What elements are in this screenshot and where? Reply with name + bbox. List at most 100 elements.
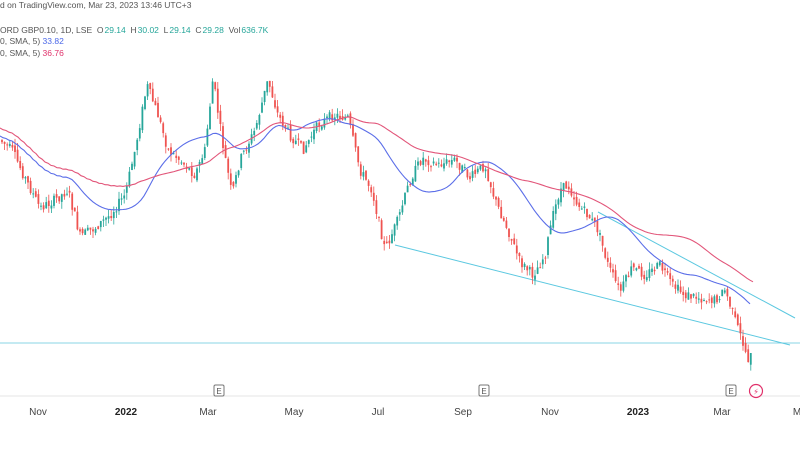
x-tick-label: May — [285, 407, 304, 418]
candle-body — [664, 268, 666, 271]
candle — [580, 205, 583, 210]
candle — [500, 200, 503, 219]
candle — [378, 216, 380, 222]
candle — [575, 191, 578, 207]
candle-body — [183, 162, 185, 165]
candle-body — [619, 284, 622, 291]
candle-body — [443, 163, 445, 169]
lower-trendline[interactable] — [394, 244, 791, 346]
candle — [235, 171, 237, 188]
candle-body — [505, 220, 508, 228]
candle — [393, 223, 396, 242]
candle-body — [463, 167, 466, 168]
candle-body — [739, 323, 742, 334]
candle — [151, 82, 154, 103]
candle — [690, 293, 692, 303]
candle — [99, 220, 102, 232]
candle — [388, 235, 391, 249]
candle — [692, 293, 695, 299]
candle-body — [635, 268, 638, 271]
dividend-badge[interactable] — [748, 383, 764, 399]
earnings-marker[interactable]: E — [478, 384, 490, 397]
candle-body — [214, 82, 217, 90]
candle — [684, 290, 687, 303]
candle-body — [180, 162, 183, 164]
candle-body — [417, 161, 419, 166]
candle-body — [703, 300, 705, 301]
candle-body — [206, 128, 209, 146]
candle — [487, 162, 490, 182]
candle — [544, 255, 547, 264]
candle — [471, 165, 474, 182]
candle-body — [596, 220, 599, 233]
candle — [144, 95, 146, 111]
candle — [227, 156, 230, 180]
candle-body — [190, 167, 193, 176]
candle — [716, 293, 718, 305]
candle-body — [388, 240, 391, 244]
earnings-badge[interactable] — [213, 384, 225, 397]
candle-body — [164, 135, 167, 147]
candle — [328, 110, 331, 122]
candle — [177, 155, 180, 165]
candle — [513, 233, 516, 245]
sma-fast-line[interactable] — [0, 118, 751, 305]
candle-body — [679, 286, 682, 293]
candle-body — [666, 271, 669, 273]
candle — [450, 154, 453, 168]
candle — [16, 143, 19, 163]
candle-body — [79, 229, 81, 232]
candle — [300, 140, 302, 144]
candle — [677, 279, 679, 294]
candle-body — [510, 239, 513, 241]
candle-body — [141, 106, 144, 131]
candle — [627, 271, 630, 278]
candle — [440, 159, 443, 168]
candle-body — [320, 126, 323, 130]
candle — [42, 202, 45, 213]
candle — [596, 215, 599, 237]
earnings-badge[interactable] — [478, 384, 490, 397]
candle — [14, 138, 16, 159]
candle — [71, 192, 74, 216]
candle-body — [539, 267, 542, 269]
earnings-marker[interactable]: E — [213, 384, 225, 397]
candle-body — [310, 136, 313, 138]
candle — [292, 137, 295, 149]
sma-slow-line[interactable] — [0, 116, 754, 283]
candle-body — [198, 162, 201, 166]
candle-body — [3, 141, 6, 144]
candle-body — [604, 248, 607, 258]
candle — [203, 143, 206, 161]
candle — [68, 185, 71, 198]
candle-body — [105, 217, 107, 220]
candle — [352, 119, 354, 137]
earnings-badge[interactable] — [725, 384, 737, 397]
upper-trendline[interactable] — [597, 211, 796, 319]
candle-body — [411, 178, 414, 185]
earnings-marker[interactable]: E — [725, 384, 737, 397]
candle-body — [658, 261, 661, 266]
candle-body — [583, 206, 586, 208]
candle — [521, 255, 523, 273]
dividend-marker[interactable]: ⚡ — [748, 383, 764, 399]
candle — [216, 82, 219, 119]
candle-body — [544, 257, 547, 259]
candle-body — [489, 182, 492, 188]
candle — [534, 269, 536, 286]
candle-body — [159, 117, 162, 122]
candle — [149, 82, 152, 95]
candle-body — [497, 197, 500, 207]
candle — [604, 247, 607, 260]
candle-body — [726, 288, 729, 297]
candle-body — [432, 161, 435, 164]
candle — [159, 115, 162, 124]
candle-body — [60, 194, 63, 202]
candle-body — [92, 229, 94, 232]
candle-body — [705, 301, 708, 303]
candle-body — [302, 141, 305, 154]
candle-body — [622, 281, 625, 291]
candle — [700, 293, 703, 310]
